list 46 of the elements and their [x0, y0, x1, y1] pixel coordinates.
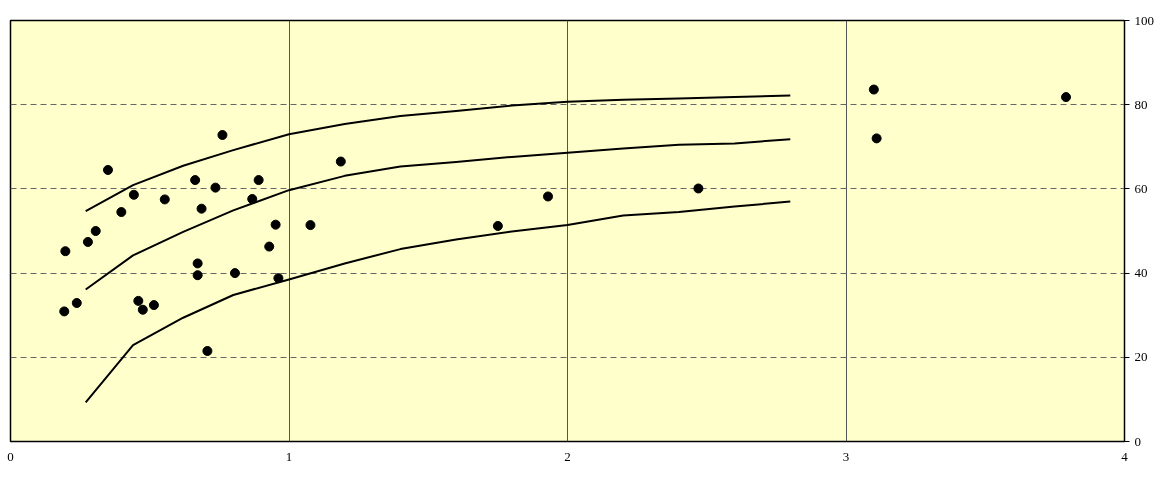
- x-tick-label: 0: [7, 448, 14, 464]
- point: [202, 345, 213, 356]
- point: [148, 300, 159, 311]
- y-tick-label: 40: [1134, 265, 1148, 281]
- point: [305, 220, 316, 231]
- x-tick-label: 4: [1121, 448, 1129, 464]
- point: [116, 207, 127, 218]
- point: [192, 258, 203, 269]
- point: [871, 133, 882, 144]
- x-tick-label: 2: [564, 448, 571, 464]
- point: [128, 189, 139, 200]
- y-tick-label: 60: [1134, 180, 1148, 196]
- point: [59, 306, 70, 317]
- point: [137, 304, 148, 315]
- point: [90, 226, 101, 236]
- y-tick-label: 80: [1134, 96, 1148, 112]
- point: [868, 84, 879, 95]
- point: [210, 182, 221, 193]
- point: [492, 220, 503, 231]
- point: [693, 183, 704, 194]
- y-tick-label: 0: [1134, 433, 1141, 449]
- point: [247, 194, 258, 204]
- point: [133, 295, 144, 306]
- point: [82, 236, 93, 247]
- point: [1061, 92, 1072, 103]
- y-tick-label: 20: [1134, 349, 1148, 365]
- point: [192, 270, 203, 281]
- point: [190, 175, 201, 186]
- point: [264, 241, 275, 252]
- point: [71, 298, 82, 308]
- point: [196, 203, 207, 214]
- y-tick-label: 100: [1134, 12, 1154, 28]
- point: [543, 191, 554, 202]
- point: [253, 175, 264, 186]
- point: [335, 156, 346, 167]
- point: [159, 194, 170, 205]
- point: [60, 246, 71, 257]
- point: [229, 268, 240, 279]
- x-tick-label: 3: [842, 448, 850, 464]
- line-series: [84, 200, 792, 404]
- line-series: [84, 94, 792, 213]
- point: [102, 164, 113, 175]
- point: [217, 130, 228, 140]
- x-tick-label: 1: [285, 448, 293, 464]
- line-series: [84, 138, 792, 291]
- point: [270, 219, 281, 230]
